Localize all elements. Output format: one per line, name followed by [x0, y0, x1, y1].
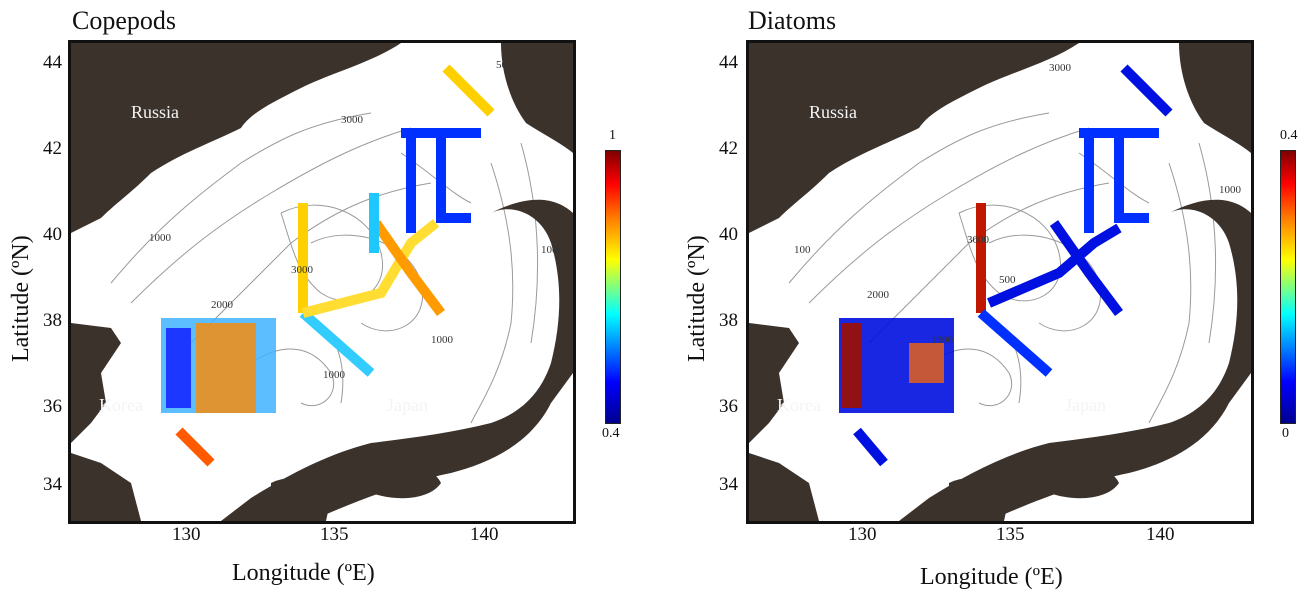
y-tick: 40 — [43, 224, 62, 245]
land — [71, 43, 573, 521]
contour-label: 1000 — [931, 334, 954, 346]
hokkaido-land — [501, 43, 573, 153]
japan-land — [221, 199, 573, 521]
hokkaido-land — [1179, 43, 1251, 153]
contour-label: 500 — [999, 274, 1016, 286]
russia-label: Russia — [131, 102, 179, 122]
x-tick: 130 — [172, 524, 201, 545]
contour-label: 1000 — [323, 369, 346, 381]
colorbar-min-label: 0 — [1282, 426, 1289, 441]
x-tick: 140 — [470, 524, 499, 545]
korea-label: Korea — [777, 395, 821, 415]
y-tick: 40 — [719, 224, 738, 245]
shikoku-land — [1049, 466, 1119, 499]
japan-land — [899, 199, 1251, 521]
kyushu-land — [949, 478, 1009, 521]
track-north-a — [401, 128, 481, 233]
contour-label: 3000 — [1049, 62, 1072, 74]
contour-label: 100 — [794, 244, 811, 256]
track-central-c — [301, 219, 440, 318]
map-frame: 3000 100 3000 2000 1000 500 1000 Russia … — [746, 40, 1254, 524]
map-canvas: 3000 100 3000 2000 1000 500 1000 Russia … — [749, 43, 1251, 521]
russia-label: Russia — [809, 102, 857, 122]
track-south — [175, 427, 215, 467]
track-central-d — [1049, 220, 1123, 316]
colorbar — [1280, 150, 1296, 424]
map-canvas: 1000 3000 2000 1000 1000 3000 500 1000 R… — [71, 43, 573, 521]
korea-label: Korea — [99, 395, 143, 415]
y-tick: 36 — [43, 396, 62, 417]
y-tick: 44 — [719, 52, 738, 73]
japan-label: Japan — [1065, 395, 1106, 415]
contour-label: 2000 — [867, 289, 890, 301]
panel-title: Copepods — [72, 6, 176, 35]
x-axis-label: Longitude (ºE) — [232, 560, 375, 586]
diatoms-panel: Diatoms — [676, 0, 1313, 597]
land — [749, 43, 1251, 521]
contour-label: 1000 — [541, 244, 564, 256]
y-tick: 38 — [719, 310, 738, 331]
track-central-b — [977, 309, 1053, 377]
copepod-data-tracks — [161, 64, 495, 467]
y-axis-label: Latitude (ºN) — [8, 235, 34, 362]
russia-land — [71, 43, 401, 233]
y-tick: 42 — [43, 138, 62, 159]
island — [79, 505, 103, 521]
colorbar-max-label: 0.4 — [1280, 128, 1298, 143]
contour-label: 3000 — [341, 114, 364, 126]
russia-land — [749, 43, 1079, 233]
korea-land — [749, 323, 799, 443]
japan-label: Japan — [387, 395, 428, 415]
contour-label: 2000 — [211, 299, 234, 311]
y-tick: 42 — [719, 138, 738, 159]
contour-label: 1000 — [431, 334, 454, 346]
colorbar — [605, 150, 621, 424]
korea-south — [749, 453, 819, 521]
korea-south — [71, 453, 141, 521]
track-north-a — [1079, 128, 1159, 233]
contour-label: 1000 — [149, 232, 172, 244]
x-tick: 130 — [848, 524, 877, 545]
contour-label: 1000 — [1219, 184, 1242, 196]
y-tick: 36 — [719, 396, 738, 417]
y-axis-label: Latitude (ºN) — [684, 235, 710, 362]
colorbar-min-label: 0.4 — [602, 426, 620, 441]
contour-label: 3000 — [291, 264, 314, 276]
korea-box-hot — [909, 343, 944, 383]
panel-title: Diatoms — [748, 6, 837, 35]
diatom-data-tracks — [839, 64, 1173, 467]
y-tick: 34 — [43, 474, 62, 495]
contour-label: 3000 — [967, 234, 990, 246]
track-central-d — [371, 220, 445, 316]
kyushu-land — [271, 478, 331, 521]
copepods-panel: Copepods — [0, 0, 650, 597]
y-tick: 38 — [43, 310, 62, 331]
island — [757, 505, 781, 521]
y-tick: 34 — [719, 474, 738, 495]
shikoku-land — [371, 466, 441, 499]
track-north-b — [1120, 64, 1173, 117]
korea-box-red — [841, 323, 861, 408]
x-tick: 135 — [996, 524, 1025, 545]
korea-land — [71, 323, 121, 443]
x-tick: 135 — [320, 524, 349, 545]
track-central-b — [299, 309, 375, 377]
map-frame: 1000 3000 2000 1000 1000 3000 500 1000 R… — [68, 40, 576, 524]
korea-box-hot — [196, 323, 256, 413]
x-tick: 140 — [1146, 524, 1175, 545]
korea-box-blue — [166, 328, 191, 408]
track-north-b — [442, 64, 495, 117]
track-south — [853, 427, 888, 467]
colorbar-max-label: 1 — [609, 128, 616, 143]
y-tick: 44 — [43, 52, 62, 73]
x-axis-label: Longitude (ºE) — [920, 564, 1063, 590]
contour-label: 500 — [496, 59, 513, 71]
